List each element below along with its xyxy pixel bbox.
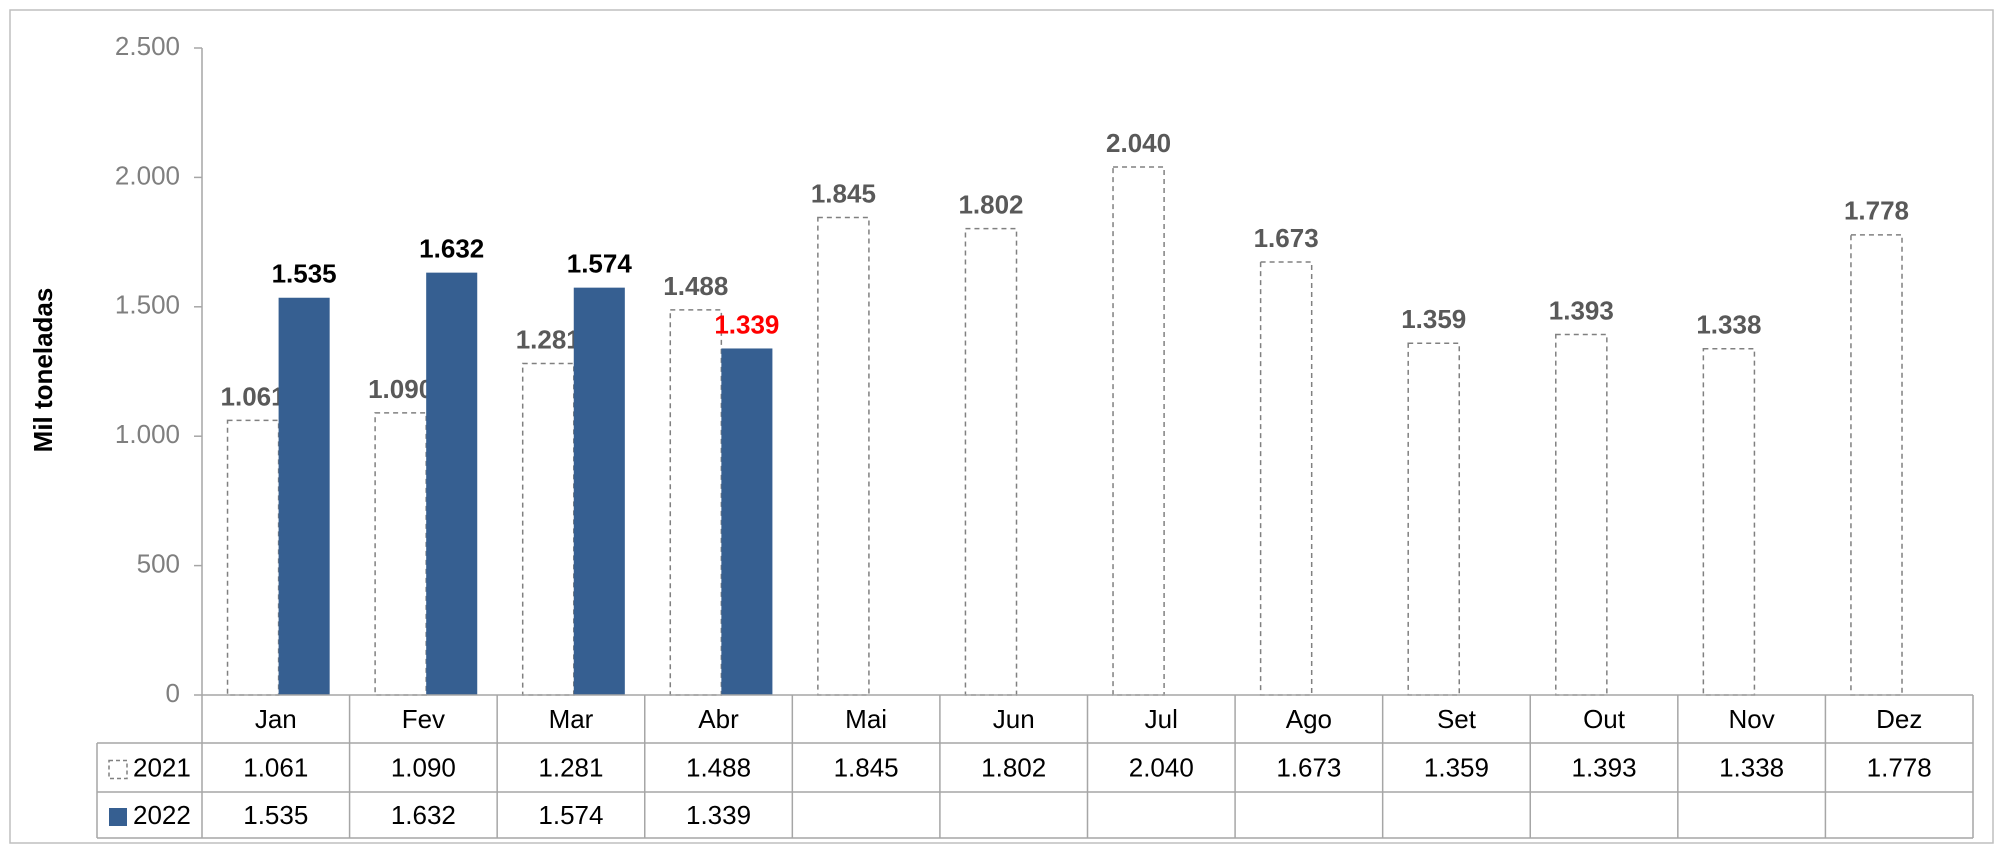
data-label: 1.281 bbox=[516, 324, 581, 354]
x-tick-label: Mar bbox=[549, 704, 594, 734]
y-tick-label: 0 bbox=[166, 678, 180, 708]
table-cell: 1.845 bbox=[834, 752, 899, 782]
legend-label: 2022 bbox=[133, 800, 191, 830]
y-tick-label: 1.000 bbox=[115, 419, 180, 449]
data-label: 1.393 bbox=[1549, 295, 1614, 325]
data-label: 2.040 bbox=[1106, 128, 1171, 158]
legend-label: 2021 bbox=[133, 752, 191, 782]
bar bbox=[1112, 166, 1165, 696]
table-cell: 1.535 bbox=[243, 800, 308, 830]
data-label: 1.090 bbox=[368, 374, 433, 404]
legend-marker bbox=[109, 808, 127, 826]
bar bbox=[374, 412, 427, 696]
bar bbox=[964, 227, 1018, 696]
bar bbox=[1259, 261, 1313, 696]
data-label: 1.359 bbox=[1401, 304, 1466, 334]
bar bbox=[1702, 347, 1756, 696]
y-tick-label: 2.500 bbox=[115, 31, 180, 61]
data-label: 1.339 bbox=[714, 309, 779, 339]
data-label: 1.845 bbox=[811, 178, 876, 208]
data-label: 1.535 bbox=[272, 259, 337, 289]
bar bbox=[226, 419, 280, 696]
table-cell: 1.632 bbox=[391, 800, 456, 830]
legend-marker bbox=[108, 759, 128, 780]
bar bbox=[669, 309, 723, 696]
bar bbox=[817, 216, 870, 696]
data-label: 1.632 bbox=[419, 234, 484, 264]
x-tick-label: Jun bbox=[993, 704, 1035, 734]
bar bbox=[1555, 333, 1608, 696]
x-tick-label: Out bbox=[1583, 704, 1626, 734]
x-tick-label: Nov bbox=[1729, 704, 1775, 734]
data-label: 1.061 bbox=[221, 381, 286, 411]
table-cell: 1.359 bbox=[1424, 752, 1489, 782]
y-tick-label: 500 bbox=[137, 548, 180, 578]
x-tick-label: Abr bbox=[698, 704, 739, 734]
y-axis-label: Mil toneladas bbox=[28, 288, 58, 453]
bar bbox=[1850, 234, 1903, 696]
data-label: 1.574 bbox=[567, 249, 633, 279]
table-cell: 1.673 bbox=[1276, 752, 1341, 782]
data-label: 1.673 bbox=[1254, 223, 1319, 253]
bar bbox=[573, 287, 625, 695]
y-tick-label: 2.000 bbox=[115, 160, 180, 190]
y-tick-label: 1.500 bbox=[115, 290, 180, 320]
table-cell: 1.393 bbox=[1572, 752, 1637, 782]
table-cell: 1.488 bbox=[686, 752, 751, 782]
table-cell: 1.574 bbox=[538, 800, 603, 830]
table-cell: 1.339 bbox=[686, 800, 751, 830]
bar bbox=[426, 272, 478, 695]
x-tick-label: Jan bbox=[255, 704, 297, 734]
x-tick-label: Set bbox=[1437, 704, 1477, 734]
table-cell: 2.040 bbox=[1129, 752, 1194, 782]
table-cell: 1.802 bbox=[981, 752, 1046, 782]
x-tick-label: Mai bbox=[845, 704, 887, 734]
data-label: 1.778 bbox=[1844, 196, 1909, 226]
bar bbox=[1407, 342, 1461, 696]
x-tick-label: Jul bbox=[1145, 704, 1178, 734]
data-label: 1.488 bbox=[663, 271, 728, 301]
bar bbox=[721, 348, 773, 695]
table-cell: 1.778 bbox=[1867, 752, 1932, 782]
x-tick-label: Fev bbox=[402, 704, 445, 734]
table-cell: 1.061 bbox=[243, 752, 308, 782]
table-cell: 1.338 bbox=[1719, 752, 1784, 782]
bar bbox=[521, 362, 575, 696]
data-label: 1.338 bbox=[1696, 310, 1761, 340]
table-cell: 1.281 bbox=[538, 752, 603, 782]
bar bbox=[278, 297, 330, 695]
x-tick-label: Dez bbox=[1876, 704, 1922, 734]
data-label: 1.802 bbox=[958, 190, 1023, 220]
table-cell: 1.090 bbox=[391, 752, 456, 782]
x-tick-label: Ago bbox=[1286, 704, 1332, 734]
